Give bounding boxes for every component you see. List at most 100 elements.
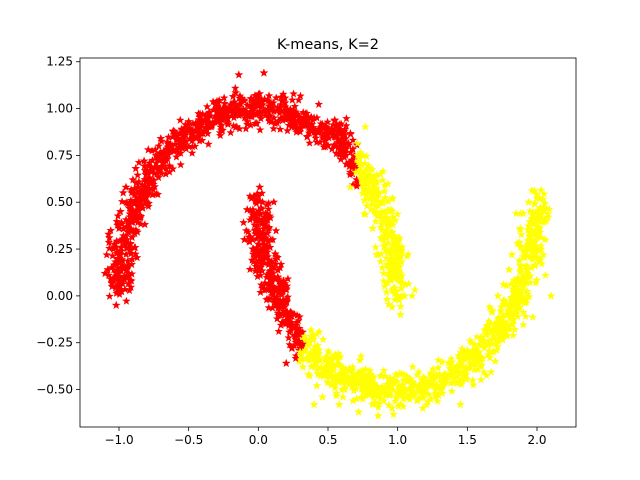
cloud-point	[138, 201, 147, 210]
cloud-point	[324, 133, 333, 142]
cloud-point	[514, 276, 523, 285]
cloud-point	[355, 379, 365, 388]
cloud-point	[126, 201, 136, 210]
data-point	[535, 253, 545, 263]
cloud-point	[536, 241, 546, 250]
cloud-point	[524, 244, 533, 253]
cloud-point	[380, 186, 389, 195]
cloud-point	[264, 204, 273, 213]
cloud-point	[527, 248, 537, 257]
cloud-point	[176, 143, 186, 152]
cloud-point	[396, 302, 405, 311]
cloud-point	[114, 268, 123, 277]
cloud-point	[199, 126, 209, 135]
cloud-point	[280, 302, 289, 311]
cloud-point	[284, 120, 293, 129]
data-point	[323, 130, 333, 139]
cloud-point	[397, 242, 407, 251]
cloud-point	[229, 113, 239, 122]
cloud-point	[336, 144, 346, 153]
cloud-point	[376, 170, 385, 178]
cloud-point	[407, 380, 417, 389]
cloud-point	[127, 254, 137, 263]
cloud-point	[119, 224, 128, 233]
cloud-point	[248, 208, 257, 217]
cloud-point	[358, 173, 367, 182]
cloud-point	[202, 102, 212, 111]
cloud-point	[116, 277, 125, 286]
cloud-point	[273, 265, 283, 274]
cloud-point	[304, 128, 314, 137]
cloud-point	[143, 167, 152, 176]
cloud-point	[354, 368, 363, 377]
cloud-point	[519, 246, 528, 255]
cloud-point	[239, 218, 248, 227]
cloud-point	[251, 262, 260, 271]
data-point	[163, 137, 173, 147]
cloud-point	[333, 359, 343, 368]
cloud-point	[145, 158, 154, 167]
cloud-point	[357, 371, 366, 380]
cloud-point	[226, 128, 235, 137]
cloud-point	[315, 138, 325, 146]
cloud-point	[291, 332, 300, 341]
cloud-point	[304, 123, 313, 131]
cloud-point	[275, 300, 284, 309]
cloud-point	[165, 162, 174, 171]
cloud-point	[374, 201, 383, 210]
cloud-point	[535, 227, 545, 236]
cloud-point	[275, 295, 285, 304]
cloud-point	[428, 364, 438, 373]
data-point	[451, 366, 461, 375]
cloud-point	[349, 369, 358, 378]
cloud-point	[263, 252, 272, 261]
cloud-point	[121, 215, 131, 224]
cloud-point	[151, 159, 161, 168]
x-tick-label: 0.0	[249, 433, 268, 447]
cloud-point	[348, 378, 358, 387]
data-point	[446, 358, 455, 368]
data-point	[529, 244, 539, 253]
cloud-point	[408, 362, 417, 371]
cloud-point	[113, 263, 123, 272]
cloud-point	[124, 219, 133, 228]
cloud-point	[489, 347, 498, 356]
cloud-point	[496, 302, 506, 311]
cloud-point	[397, 369, 406, 378]
cloud-point	[478, 340, 487, 349]
y-tick-label: 0.75	[46, 148, 73, 162]
cloud-point	[329, 120, 338, 129]
cloud-point	[289, 341, 299, 350]
cloud-point	[499, 300, 508, 309]
cloud-point	[210, 111, 220, 120]
data-point	[371, 208, 380, 218]
cloud-point	[336, 155, 346, 164]
cloud-point	[264, 222, 273, 231]
cloud-point	[382, 294, 392, 303]
cloud-point	[121, 231, 130, 240]
cloud-point	[482, 371, 491, 380]
cloud-point	[332, 391, 341, 400]
cloud-point	[468, 346, 477, 355]
cloud-point	[329, 373, 338, 382]
cloud-point	[390, 233, 400, 242]
cloud-point	[486, 367, 496, 376]
cloud-point	[338, 392, 348, 401]
cloud-point	[492, 339, 501, 348]
cloud-point	[323, 353, 332, 362]
cloud-point	[536, 233, 546, 242]
cloud-point	[383, 238, 393, 247]
cloud-point	[388, 206, 397, 215]
cloud-point	[418, 388, 427, 397]
cloud-point	[336, 369, 346, 378]
cloud-point	[508, 311, 517, 320]
cloud-point	[406, 374, 415, 383]
cloud-point	[239, 105, 248, 114]
cloud-point	[390, 271, 400, 280]
cloud-point	[433, 396, 442, 405]
cloud-point	[251, 266, 260, 275]
data-point	[348, 160, 358, 169]
cloud-point	[340, 126, 349, 135]
data-point	[276, 302, 285, 311]
cloud-point	[264, 255, 273, 264]
